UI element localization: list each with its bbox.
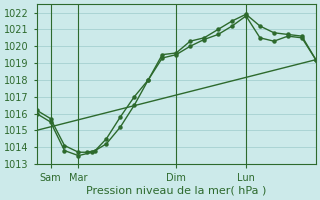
X-axis label: Pression niveau de la mer( hPa ): Pression niveau de la mer( hPa ) [86,186,266,196]
